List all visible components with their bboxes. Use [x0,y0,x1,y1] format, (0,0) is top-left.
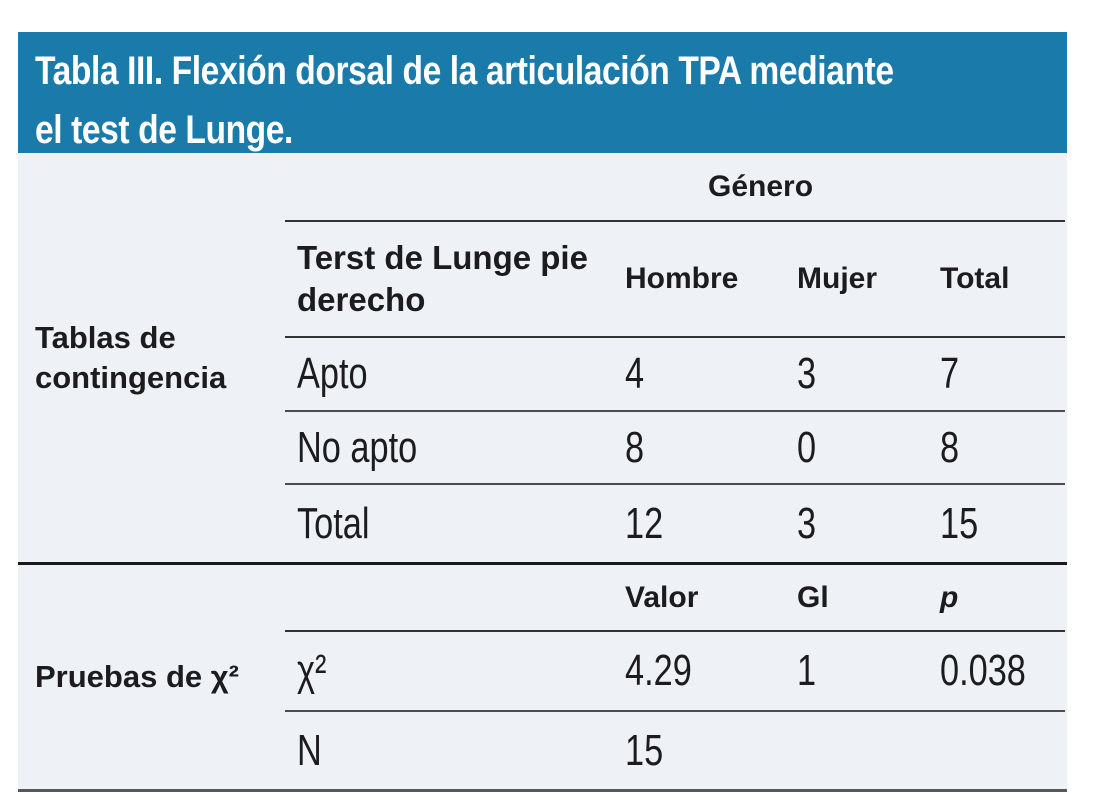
contingency-subtable: Género Terst de Lunge pie derecho Hombre… [285,153,1065,562]
table-body: Tablas de contingencia Género Terst de L… [18,153,1067,792]
cell-value: 0.038 [940,646,1026,695]
chi-square-subtable: Valor Gl p χ² 4.29 1 0.038 N 15 [285,565,1065,789]
table-title-row-2: el test de Lunge. [35,105,1047,164]
cell-value: 15 [940,498,979,548]
column-header-mujer: Mujer [797,262,878,295]
cell-mujer: 0 [797,423,940,473]
cell-value: 4.29 [625,646,692,695]
section-label-chi-square: Pruebas de χ² [35,659,239,694]
cell-value: 8 [625,422,645,472]
cell-value: 1 [797,646,817,695]
cell-value: 8 [940,422,960,472]
row-label-text: Total [297,498,370,548]
row-label: Apto [285,349,625,399]
cell-mujer: 3 [797,349,940,399]
column-header-test-lunge: Terst de Lunge pie derecho [297,239,588,318]
table-title-row-1: Tabla III. Flexión dorsal de la articula… [35,46,1047,105]
genero-header-row: Género [285,153,1065,222]
cell-value: 12 [625,498,664,548]
row-label-text: No apto [297,422,418,472]
section-label-contingency: Tablas de contingencia [35,319,227,395]
cell-value: 0 [797,422,817,472]
column-header-p: p [940,580,959,614]
column-header-gl: Gl [797,580,829,614]
cell-mujer: 3 [797,499,940,549]
row-label: No apto [285,423,625,473]
table-row-apto: Apto 4 3 7 [285,338,1065,412]
cell-value: 3 [797,498,817,548]
cell-gl: 1 [797,646,940,696]
table-bottom-border [18,789,1067,792]
table-title-line-2: el test de Lunge. [35,108,293,152]
table-title-line-1: Tabla III. Flexión dorsal de la articula… [35,49,894,93]
section-label-col-chi-square: Pruebas de χ² [18,565,285,789]
row-label-text: χ² [297,646,327,695]
table-row-chi-square: χ² 4.29 1 0.038 [285,632,1065,712]
table-card: Tabla III. Flexión dorsal de la articula… [18,32,1067,792]
cell-total: 7 [940,349,1065,399]
column-header-hombre: Hombre [625,262,739,295]
cell-value: 15 [625,725,664,775]
cell-p [940,726,1065,776]
row-label: Total [285,499,625,549]
cell-value: 7 [940,349,960,398]
cell-hombre: 12 [625,499,797,549]
cell-hombre: 8 [625,423,797,473]
column-header-valor: Valor [625,580,699,614]
section-contingency: Tablas de contingencia Género Terst de L… [18,153,1067,562]
chi-square-column-header-row: Valor Gl p [285,565,1065,632]
row-label: χ² [285,646,625,696]
row-label-text: Apto [297,349,368,398]
cell-value: 3 [797,349,817,398]
cell-total: 8 [940,423,1065,473]
cell-p: 0.038 [940,646,1065,696]
table-title-bar: Tabla III. Flexión dorsal de la articula… [18,32,1067,153]
row-label: N [285,726,625,776]
row-label-text: N [297,725,322,775]
section-chi-square: Pruebas de χ² Valor Gl p χ² 4.29 1 0.038 [18,565,1067,789]
cell-gl [797,726,940,776]
genero-header: Género [708,169,814,203]
contingency-column-header-row: Terst de Lunge pie derecho Hombre Mujer … [285,222,1065,338]
table-row-total: Total 12 3 15 [285,485,1065,562]
cell-hombre: 4 [625,349,797,399]
section-divider [18,562,1067,565]
table-row-n: N 15 [285,712,1065,789]
table-row-no-apto: No apto 8 0 8 [285,412,1065,485]
section-label-col-contingency: Tablas de contingencia [18,153,285,562]
column-header-total: Total [940,262,1010,295]
cell-total: 15 [940,499,1065,549]
cell-valor: 15 [625,726,797,776]
cell-value: 4 [625,349,645,398]
cell-valor: 4.29 [625,646,797,696]
